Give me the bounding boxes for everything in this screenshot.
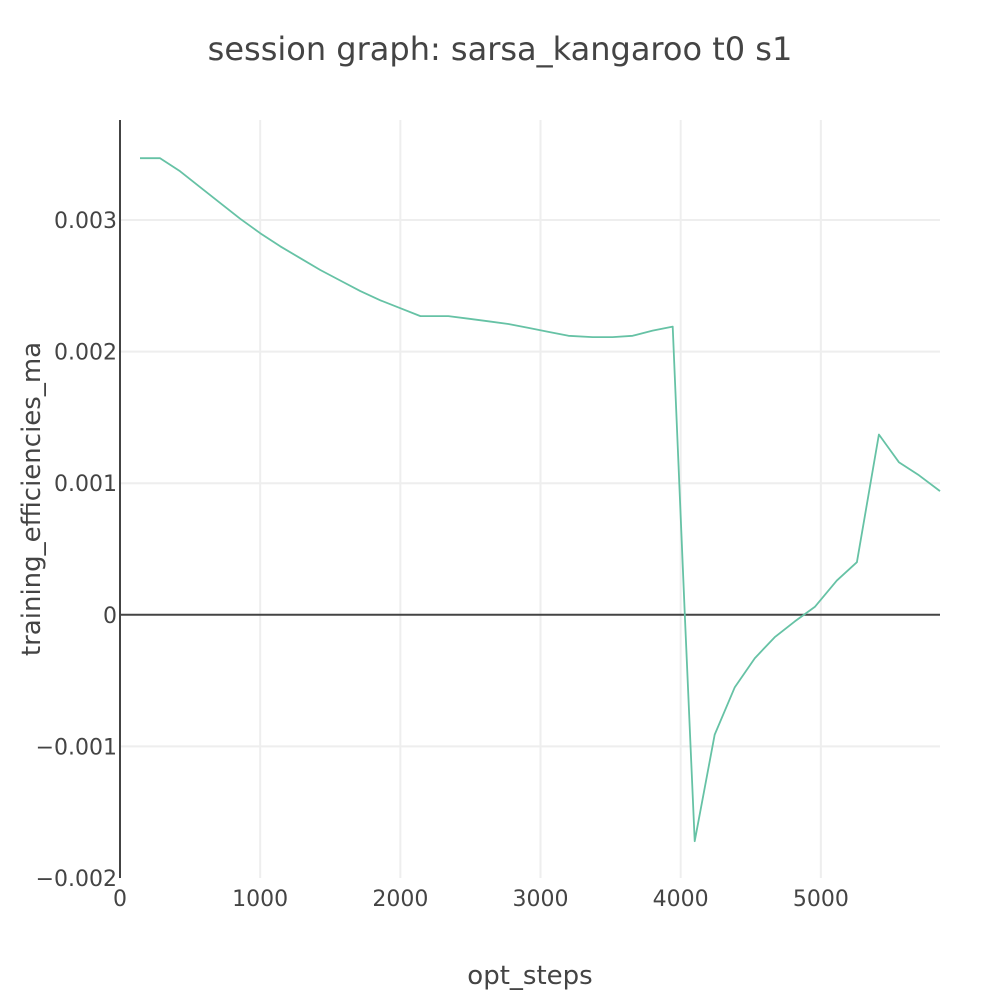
chart-title: session graph: sarsa_kangaroo t0 s1 [208,30,793,68]
y-tick-label: −0.002 [36,867,117,892]
x-tick-label: 1000 [232,887,288,912]
x-tick-label: 4000 [653,887,709,912]
x-tick-label: 5000 [793,887,849,912]
x-tick-label: 0 [113,887,127,912]
x-axis-title: opt_steps [467,961,592,991]
x-tick-label: 2000 [372,887,428,912]
y-axis-title: training_efficiencies_ma [17,342,47,656]
y-tick-label: 0.001 [54,472,117,497]
series-layer [140,157,941,843]
series-line [140,157,941,843]
grid-layer [120,120,940,878]
tick-labels: 0 1000 2000 3000 4000 5000 −0.002 −0.001 0 0.001 0… [36,209,849,912]
y-tick-label: −0.001 [36,735,117,760]
axis-layer [119,120,940,878]
y-tick-label: 0.002 [54,341,117,366]
y-tick-label: 0.003 [54,209,117,234]
x-tick-label: 3000 [513,887,569,912]
y-tick-label: 0 [103,604,117,629]
